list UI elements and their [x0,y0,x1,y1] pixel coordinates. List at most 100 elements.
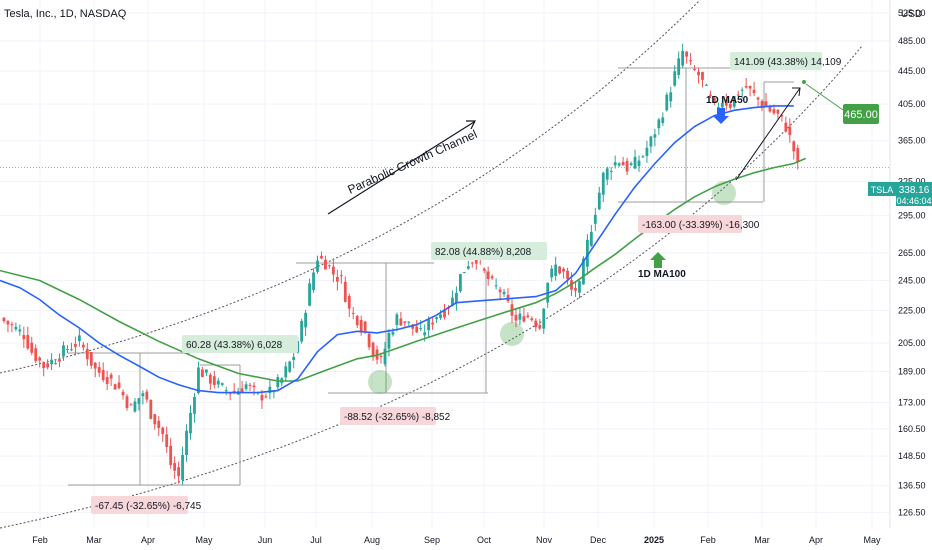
support-touch-marker [712,181,736,205]
candle-body [419,328,423,330]
candle-body [335,276,339,282]
candle-body [14,326,18,330]
candle-body [149,399,153,419]
candle-body [526,315,530,318]
candle-body [173,463,177,471]
candle-body [137,398,141,404]
candle-body [732,96,736,107]
candle-body [228,393,232,395]
price-tick-label: 126.50 [898,507,926,517]
candle-body [201,369,204,378]
candle-body [304,312,308,328]
candle-body [768,106,772,112]
price-tick-label: 485.00 [898,36,926,46]
candle-body [720,102,724,108]
candle-body [220,383,224,385]
time-axis-ticks: Feb Mar Apr May Jun Jul Aug Sep Oct Nov Dec 2025 Feb… [32,535,881,545]
price-tick-label: 136.50 [898,481,926,491]
candle-body [697,71,700,76]
ma50-line [0,105,794,394]
candle-body [482,268,486,271]
candle-body [292,356,296,361]
price-tick-label: 148.50 [898,451,926,461]
time-tick-label: May [863,535,881,545]
candle-body [716,107,720,109]
price-axis[interactable] [890,0,932,550]
candle-body [661,117,665,124]
measure-text: -163.00 (-33.39%) -16,300 [642,220,760,231]
time-tick-label: Dec [590,535,607,545]
candle-body [81,344,85,348]
candle-body [705,84,708,86]
candle-body [431,322,435,325]
candle-body [252,385,256,388]
candle-body [133,401,137,412]
measure-text: -88.52 (-32.65%) -8,852 [344,412,451,423]
candle-body [320,255,323,259]
candle-body [494,285,498,287]
candle-body [153,414,157,425]
candle-body [339,275,343,277]
candle-body [288,361,292,372]
price-tick-label: 160.50 [898,424,926,434]
candle-body [760,100,764,109]
candle-body [542,308,546,329]
candle-body [792,141,796,152]
target-badge: 465.00 [843,104,879,124]
candle-body [125,396,129,409]
measure-label-6: -163.00 (-33.39%) -16,300 [638,215,760,233]
candle-body [713,98,716,103]
candle-body [367,333,371,348]
candle-body [189,412,192,434]
current-price-tag: TSLA 338.16 04:46:04 [868,182,932,206]
candle-body [665,94,669,111]
candle-body [30,342,34,353]
candle-body [764,101,768,108]
candle-body [177,467,180,477]
moving-averages [0,105,807,394]
candle-body [324,259,327,270]
candle-body [728,103,732,108]
price-tick-label: 525.00 [898,8,926,18]
candle-body [435,317,438,319]
price-tick-label: 295.00 [898,210,926,220]
candle-body [451,297,454,306]
candle-body [458,274,462,292]
candle-body [204,369,208,373]
candle-body [363,321,367,331]
candle-body [101,370,105,380]
time-tick-label: Sep [424,535,440,545]
candle-body [10,324,14,326]
candle-body [582,258,585,285]
candle-body [216,380,220,385]
candle-body [85,348,89,360]
candle-body [371,342,375,358]
support-touch-marker [368,370,392,394]
candle-body [197,367,200,394]
measure-text: 141.09 (43.38%) 14,109 [734,57,842,68]
candle-body [474,259,478,264]
time-tick-label: 2025 [644,535,664,545]
candle-body [701,72,704,80]
candle-body [566,270,569,279]
candle-body [248,384,252,386]
candle-body [165,434,169,447]
candle-body [26,334,30,349]
candle-body [689,60,692,62]
candle-body [407,321,411,323]
ma100-line [0,157,807,382]
candle-body [673,71,677,86]
price-axis-ticks: 126.50 136.50 148.50 160.50 173.00 189.00 205.… [898,8,926,517]
candle-body [415,326,419,333]
candle-body [383,348,387,365]
candle-body [74,344,77,347]
time-tick-label: May [195,535,213,545]
candle-body [578,281,581,293]
candle-body [518,313,522,320]
candle-body [395,314,399,325]
time-tick-label: Feb [700,535,716,545]
candle-body [328,265,331,267]
time-tick-label: Feb [32,535,48,545]
